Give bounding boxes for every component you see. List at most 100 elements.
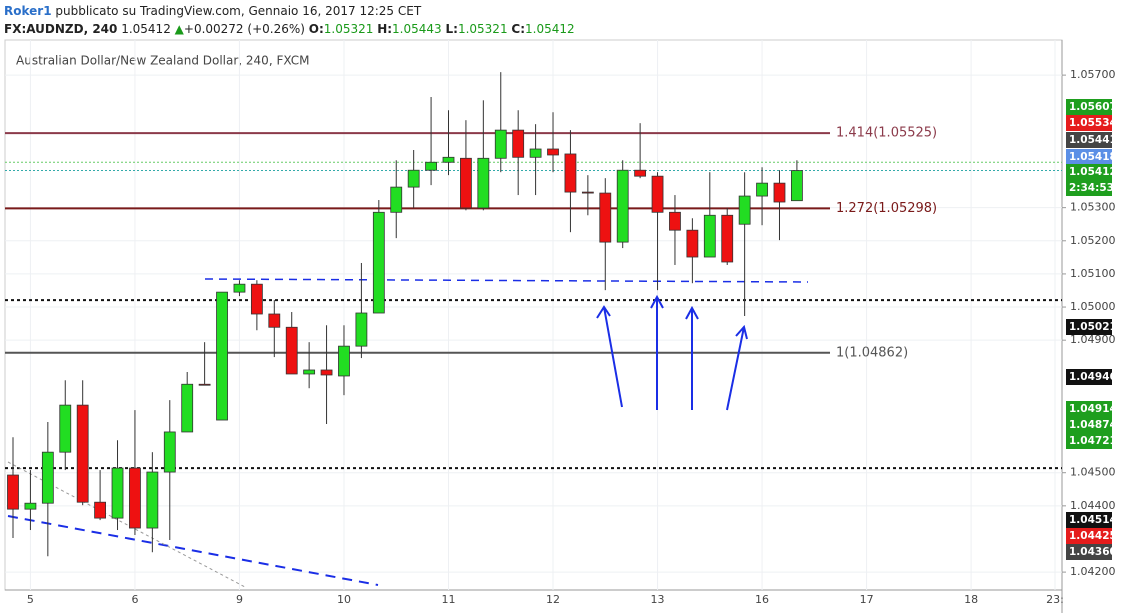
price-tag-label: 1.04874 [1069, 419, 1117, 431]
candle-body [703, 214, 716, 258]
plot-frame [4, 39, 1063, 591]
fib-label: 1(1.04862) [836, 345, 908, 360]
price-tag-label: 1.05534 [1069, 117, 1117, 129]
price-tag-label: 1.04721 [1069, 435, 1117, 447]
price-tag [1066, 180, 1112, 196]
y-tick-label: 1.05000 [1070, 300, 1116, 313]
candle-body [146, 471, 159, 529]
candle-body [303, 369, 316, 375]
candle-body [547, 148, 559, 156]
candle-body [59, 404, 72, 453]
candle-body [564, 153, 577, 193]
price-tag [1066, 164, 1112, 180]
arrows [596, 294, 748, 411]
y-tick-label: 1.04900 [1070, 333, 1116, 346]
candle-body [686, 229, 699, 258]
o: 1.05321 [323, 22, 374, 36]
price-tag [1066, 433, 1112, 449]
candle-body [129, 467, 141, 529]
change: +0.00272 (+0.26%) [183, 22, 305, 36]
candle-body [634, 169, 647, 177]
price-tag [1066, 512, 1112, 528]
price-tag-label: 1.04360 [1069, 546, 1117, 558]
x-tick-label: 18 [964, 593, 978, 606]
x-tick-label: 12 [546, 593, 560, 606]
price-tag-label: 1.04946 [1069, 371, 1117, 383]
x-tick-label: 17 [860, 593, 874, 606]
x-tick-label: 11 [442, 593, 456, 606]
price-tag-label: 1.05021 [1069, 321, 1117, 333]
last: 1.05412 [121, 22, 171, 36]
arrow: ▲ [174, 22, 184, 36]
candle-body [599, 192, 612, 243]
price-tag [1066, 544, 1112, 560]
o-label: O: [308, 22, 324, 36]
candle-body [163, 431, 176, 473]
candle-body [7, 474, 19, 510]
candle-body [529, 148, 542, 158]
candle-body [773, 182, 786, 203]
candle-body [94, 501, 106, 519]
y-tick-label: 1.05700 [1070, 68, 1116, 81]
candle-body [216, 291, 228, 421]
candle-body [198, 383, 211, 386]
published: pubblicato su TradingView.com, Gennaio 1… [55, 4, 422, 18]
candle-body [372, 211, 385, 314]
fib-label: 1.272(1.05298) [836, 201, 937, 216]
trend-line [7, 515, 379, 586]
candle-body [460, 157, 472, 209]
arrow [726, 324, 748, 411]
trend-line [204, 278, 809, 283]
l-label: L: [445, 22, 458, 36]
annotations [7, 278, 809, 588]
candle-body [669, 211, 681, 231]
candle-body [512, 129, 525, 158]
x-tick-label: 5 [27, 593, 34, 606]
l: 1.05321 [457, 22, 508, 36]
y-tick-label: 1.04400 [1070, 499, 1116, 512]
c: 1.05412 [525, 22, 575, 36]
arrow [650, 294, 664, 410]
y-tick-label: 1.05300 [1070, 201, 1116, 214]
candle-body [791, 170, 803, 202]
candle-body [24, 502, 37, 510]
candle-body [616, 169, 629, 243]
y-tick-label: 1.04500 [1070, 466, 1116, 479]
candle-body [651, 175, 664, 213]
candle-body [41, 451, 54, 504]
candle-body [494, 129, 507, 159]
candle-body [721, 214, 734, 263]
candle-body [756, 182, 768, 197]
candle-body [338, 345, 350, 377]
price-tag [1066, 417, 1112, 433]
symbol: FX:AUDNZD, 240 [4, 22, 118, 36]
candle-body [181, 383, 194, 433]
publish-line: Roker1 pubblicato su TradingView.com, Ge… [4, 2, 575, 20]
x-tick-label: 13 [651, 593, 665, 606]
price-tag-label: 1.05607 [1069, 101, 1117, 113]
user[interactable]: Roker1 [4, 4, 52, 18]
price-tag [1066, 149, 1112, 165]
candle-body [390, 186, 403, 213]
x-tick-label: 10 [337, 593, 351, 606]
candle-body [233, 283, 246, 293]
price-tag [1066, 401, 1112, 417]
x-tick-label: 16 [755, 593, 769, 606]
price-tag [1066, 132, 1112, 148]
candle-body [111, 467, 124, 519]
y-tick-label: 1.05200 [1070, 234, 1116, 247]
candle-body [76, 404, 89, 503]
price-tag [1066, 115, 1112, 131]
price-tag [1066, 99, 1112, 115]
candle-body [425, 161, 437, 171]
y-tick-label: 1.05100 [1070, 267, 1116, 280]
price-tag-label: 1.04425 [1069, 530, 1117, 542]
candle-body [407, 169, 420, 188]
candle-body [268, 313, 281, 328]
h: 1.05443 [392, 22, 442, 36]
price-tag-label: 2:34:53 [1069, 182, 1114, 194]
candle-body [738, 195, 751, 225]
chart-title: Australian Dollar/New Zealand Dollar, 24… [16, 54, 309, 68]
candle-body [581, 191, 594, 194]
